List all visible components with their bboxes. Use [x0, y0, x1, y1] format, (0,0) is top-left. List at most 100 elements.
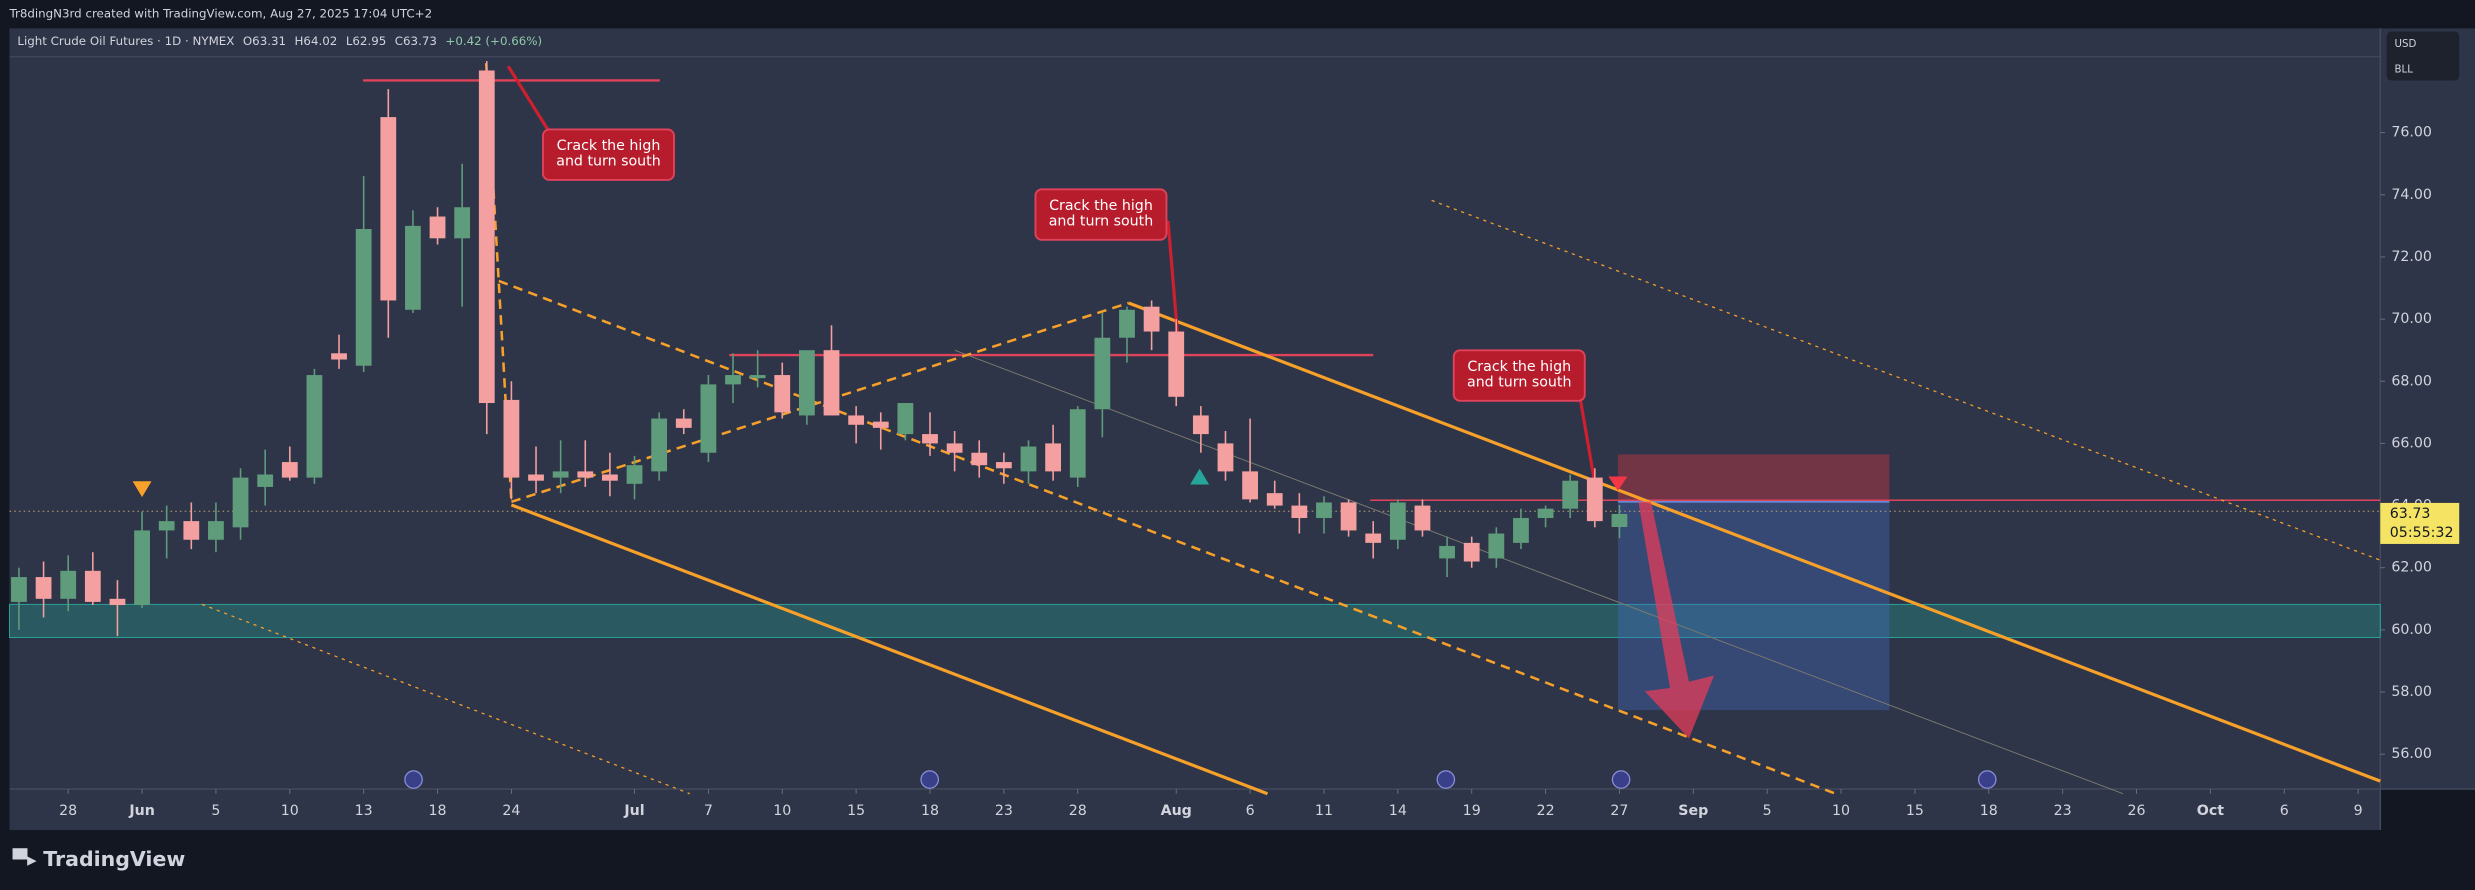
y-tick-label: 70.00 — [2391, 311, 2432, 327]
unit: BLL — [2394, 63, 2413, 75]
candle-body — [60, 570, 77, 599]
marker-up — [1190, 468, 1210, 485]
event-icon[interactable] — [1977, 770, 1997, 789]
candle-body — [1119, 309, 1135, 338]
logo-text: TradingView — [43, 847, 185, 871]
callout-box — [542, 128, 675, 181]
x-tick-label: 24 — [502, 803, 520, 819]
candle-body — [1513, 518, 1529, 543]
x-tick-label: 10 — [281, 803, 299, 819]
symbol-legend: Light Crude Oil Futures · 1D · NYMEX O63… — [17, 34, 542, 48]
candle-body — [1143, 306, 1160, 332]
x-tick-label: 6 — [2280, 803, 2289, 819]
candle-body — [1192, 415, 1209, 435]
candle-body — [1266, 493, 1283, 506]
candle-body — [626, 465, 643, 484]
x-tick-label: 28 — [59, 803, 77, 819]
candle-body — [478, 70, 495, 404]
currency: USD — [2394, 38, 2416, 50]
y-tick-label: 68.00 — [2391, 373, 2432, 389]
logo-mark: ▀▸ — [12, 848, 44, 871]
candle-body — [1365, 533, 1382, 543]
candle-body — [1389, 502, 1406, 540]
x-tick-label: 14 — [1389, 803, 1407, 819]
price-tag — [2380, 502, 2460, 544]
price-axis — [2380, 28, 2475, 790]
x-tick-label: 26 — [2127, 803, 2145, 819]
x-tick-label: 22 — [1537, 803, 1555, 819]
callout-text: and turn south — [556, 154, 660, 170]
candle-body — [700, 384, 717, 453]
candle-body — [232, 477, 249, 528]
x-tick-label: 23 — [2054, 803, 2072, 819]
y-tick-label: 74.00 — [2391, 187, 2432, 203]
candle-body — [405, 225, 421, 310]
candle-body — [11, 577, 27, 602]
candle-body — [134, 530, 150, 606]
x-tick-label: Sep — [1678, 803, 1708, 819]
event-icon[interactable] — [920, 770, 940, 789]
event-icon[interactable] — [404, 770, 423, 789]
channel-dashed — [511, 301, 1129, 504]
y-tick-label: 76.00 — [2391, 125, 2432, 141]
candle-body — [331, 353, 347, 360]
event-icon[interactable] — [1611, 770, 1631, 789]
x-tick-label: 5 — [1763, 803, 1772, 819]
x-tick-label: 9 — [2354, 803, 2363, 819]
creator-text: Tr8dingN3rd created with TradingView.com… — [8, 7, 432, 21]
channel-midline — [954, 349, 2124, 795]
candle-body — [1537, 508, 1554, 519]
x-tick-label: 11 — [1315, 803, 1333, 819]
candle-body — [429, 216, 446, 239]
down-arrow — [1638, 501, 1715, 739]
currency-box[interactable] — [2386, 31, 2460, 81]
candle-body — [1316, 502, 1332, 519]
candle-body — [355, 228, 372, 366]
candle-body — [922, 434, 938, 444]
candle-body — [1291, 505, 1308, 519]
candle-body — [1242, 471, 1258, 500]
candle-body — [577, 471, 594, 478]
y-tick-label: 58.00 — [2391, 684, 2432, 700]
candle-body — [1340, 502, 1357, 531]
candle-body — [725, 375, 741, 385]
y-tick-label: 66.00 — [2391, 435, 2432, 451]
candle-body — [749, 375, 766, 379]
support-zone — [8, 603, 2381, 638]
x-tick-label: 15 — [847, 803, 865, 819]
channel-dotted — [201, 603, 691, 795]
callout-text: and turn south — [1467, 375, 1571, 391]
candle-body — [1488, 533, 1505, 559]
candle-body — [602, 474, 618, 481]
event-icon[interactable] — [1436, 770, 1456, 789]
candle-body — [380, 117, 397, 301]
candle-body — [1611, 513, 1628, 528]
x-tick-label: 7 — [704, 803, 713, 819]
countdown: 05:55:32 — [2390, 525, 2454, 541]
candle-body — [208, 521, 224, 540]
symbol-title: Light Crude Oil Futures · 1D · NYMEX — [17, 34, 234, 48]
channel-line — [510, 503, 1269, 796]
candle-body — [798, 350, 815, 416]
callout-box — [1034, 188, 1168, 241]
x-tick-label: 18 — [429, 803, 447, 819]
candle-body — [1562, 480, 1579, 509]
candle-body — [35, 577, 52, 599]
candle-body — [651, 418, 668, 472]
x-tick-label: 28 — [1069, 803, 1087, 819]
candle-body — [1439, 545, 1455, 559]
candle-body — [281, 462, 298, 478]
logo[interactable]: ▀▸ TradingView — [12, 847, 186, 871]
candle-body — [1069, 409, 1086, 478]
candle-body — [183, 521, 200, 540]
ohlc-high: H64.02 — [295, 34, 338, 48]
candle-body — [1168, 331, 1185, 397]
x-tick-label: Jul — [623, 803, 644, 819]
candle-body — [306, 375, 323, 478]
candle-body — [946, 443, 963, 453]
candle-body — [848, 415, 865, 425]
y-tick-label: 72.00 — [2391, 249, 2432, 265]
candle-body — [1463, 542, 1480, 562]
